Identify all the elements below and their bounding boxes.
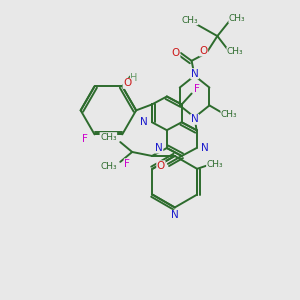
Text: N: N	[191, 114, 199, 124]
Text: CH₃: CH₃	[229, 14, 245, 23]
Text: N: N	[140, 117, 148, 127]
Text: N: N	[171, 210, 178, 220]
Text: CH₃: CH₃	[100, 162, 117, 171]
Text: O: O	[200, 46, 208, 56]
Text: O: O	[172, 48, 180, 58]
Text: CH₃: CH₃	[207, 160, 223, 169]
Text: F: F	[124, 159, 130, 169]
Text: F: F	[194, 84, 200, 94]
Text: O: O	[123, 78, 131, 88]
Text: F: F	[82, 134, 88, 144]
Text: N: N	[191, 69, 199, 79]
Text: CH₃: CH₃	[221, 110, 238, 119]
Text: N: N	[201, 143, 208, 153]
Text: H: H	[130, 74, 138, 83]
Text: CH₃: CH₃	[227, 47, 244, 56]
Text: N: N	[155, 143, 163, 153]
Text: CH₃: CH₃	[100, 133, 117, 142]
Text: CH₃: CH₃	[181, 16, 198, 25]
Text: O: O	[157, 161, 165, 171]
